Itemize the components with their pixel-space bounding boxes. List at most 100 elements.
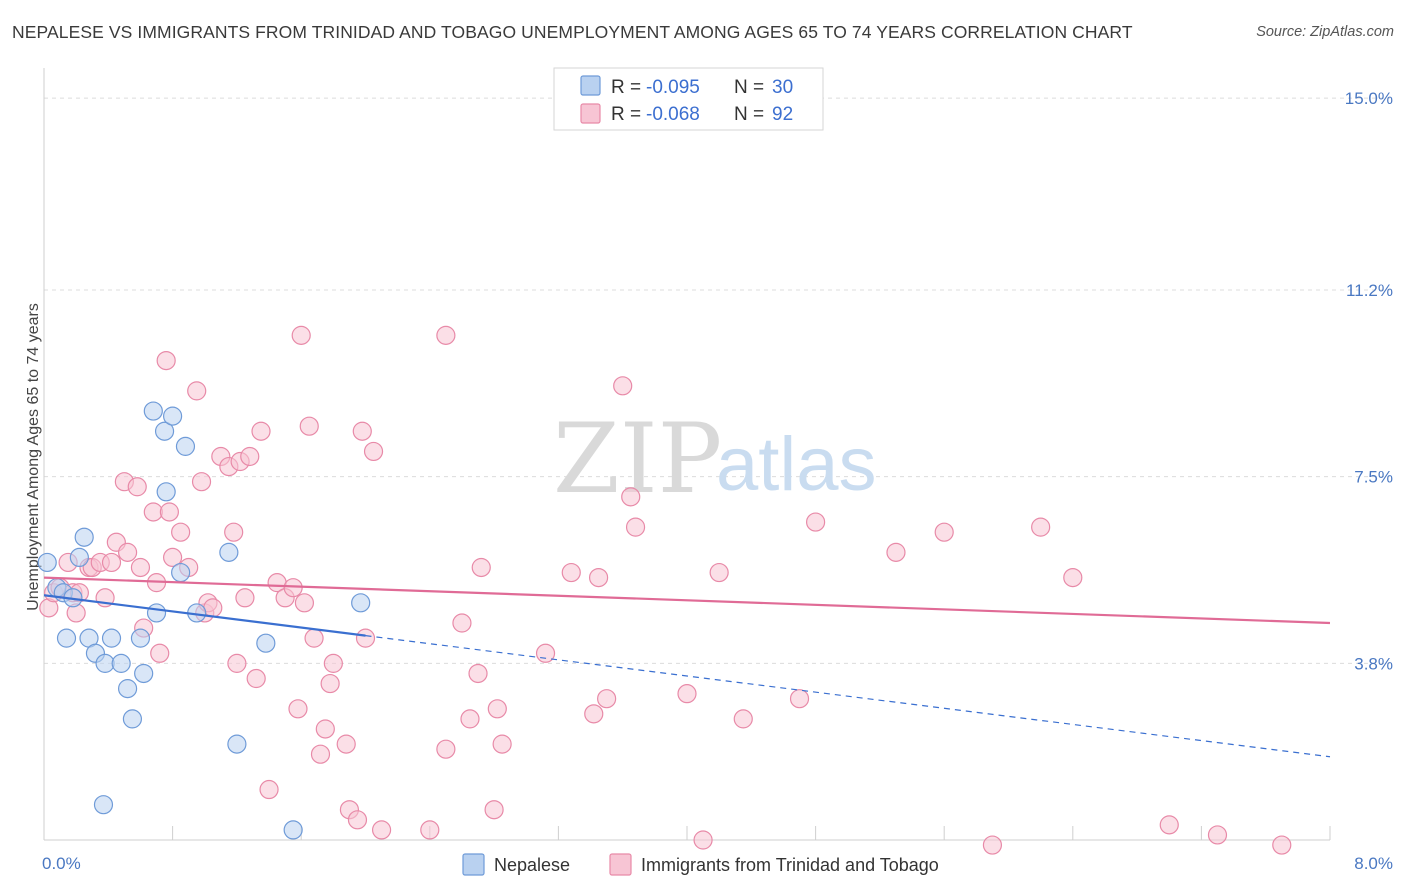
nepalese-point-29	[93, 795, 114, 815]
series-nepalese-points	[37, 401, 371, 840]
trinidad-point-69	[492, 734, 512, 754]
trinidad-point-50	[315, 719, 335, 739]
trinidad-point-47	[299, 416, 319, 436]
trinidad-point-83	[805, 512, 826, 532]
legend-swatch-trinidad-bottom	[609, 853, 632, 876]
trinidad-point-71	[561, 562, 581, 583]
trinidad-point-91	[1272, 835, 1292, 855]
trinidad-point-87	[1031, 517, 1051, 537]
nepalese-point-10	[101, 628, 122, 648]
trinidad-point-60	[420, 820, 440, 840]
nepalese-point-27	[283, 820, 303, 840]
chart-source: Source: ZipAtlas.com	[1256, 24, 1394, 40]
trinidad-point-65	[468, 663, 488, 684]
trinidad-point-22	[159, 502, 179, 522]
watermark: ZIP atlas	[553, 403, 877, 515]
nepalese-point-17	[146, 603, 167, 623]
trinidad-point-33	[224, 522, 244, 542]
nepalese-point-21	[171, 562, 191, 583]
trinidad-point-61	[436, 325, 456, 345]
legend-n-value-1: 92	[772, 104, 793, 125]
trinidad-point-45	[291, 325, 311, 345]
nepalese-point-5	[69, 547, 89, 568]
trinidad-point-84	[886, 542, 906, 562]
nepalese-point-0	[37, 552, 57, 573]
trinidad-point-62	[436, 739, 456, 759]
legend-n-label-0: N =	[734, 77, 764, 98]
nepalese-point-9	[95, 653, 115, 673]
trinidad-point-85	[934, 522, 954, 542]
trinidad-point-18	[143, 502, 163, 522]
legend-label-nepalese: Nepalese	[494, 855, 570, 875]
trinidad-point-82	[789, 689, 810, 709]
y-axis-label: Unemployment Among Ages 65 to 74 years	[25, 303, 42, 611]
trinidad-point-78	[677, 684, 697, 704]
trinidad-point-55	[347, 810, 368, 830]
trinidad-point-58	[363, 441, 384, 462]
trinidad-point-23	[163, 547, 183, 568]
trinidad-point-49	[310, 744, 331, 764]
trinidad-point-27	[191, 472, 212, 492]
nepalese-point-15	[134, 663, 154, 684]
axes	[43, 68, 1331, 841]
trendline-trinidad	[43, 576, 1331, 625]
nepalese-point-19	[156, 482, 176, 502]
trinidad-point-51	[320, 673, 340, 694]
x-tick-label-1: 8.0%	[1354, 854, 1393, 873]
legend-r-value-1: -0.068	[646, 104, 700, 125]
trinidad-point-46	[294, 593, 315, 613]
trinidad-point-24	[171, 522, 191, 542]
legend-swatch-nepalese-bottom	[462, 853, 485, 876]
trinidad-point-63	[452, 613, 472, 633]
trinidad-point-57	[355, 628, 376, 648]
trinidad-point-38	[246, 668, 266, 689]
nepalese-point-13	[122, 709, 143, 729]
nepalese-point-12	[117, 679, 138, 699]
legend-label-trinidad: Immigrants from Trinidad and Tobago	[641, 855, 939, 875]
series-trinidad-points	[39, 325, 1292, 855]
y-tick-label-1: 7.5%	[1354, 468, 1393, 487]
trinidad-point-34	[227, 653, 247, 673]
trinidad-point-66	[471, 557, 491, 578]
trinidad-point-88	[1063, 567, 1083, 588]
trinidad-point-37	[240, 446, 260, 467]
trinidad-point-74	[597, 689, 617, 709]
trinidad-point-11	[101, 552, 122, 573]
trinidad-point-14	[117, 542, 138, 562]
legend-swatch-nepalese	[580, 75, 601, 96]
grid-lines	[44, 97, 1390, 664]
nepalese-point-14	[130, 628, 151, 648]
nepalese-point-11	[111, 653, 131, 673]
x-tick-labels: 0.0% 8.0%	[42, 854, 1393, 873]
trinidad-point-75	[613, 376, 633, 396]
trinidad-point-26	[187, 381, 207, 401]
nepalese-point-26	[256, 633, 276, 653]
nepalese-point-24	[219, 542, 239, 562]
trinidad-point-15	[127, 477, 147, 497]
trinidad-point-80	[709, 562, 729, 583]
x-tick-label-0: 0.0%	[42, 854, 81, 873]
trinidad-point-59	[371, 820, 392, 840]
nepalese-point-20	[163, 406, 183, 426]
legend-r-label-0: R =	[611, 77, 641, 98]
legend-n-value-0: 30	[772, 77, 793, 98]
trendline-nepalese	[43, 594, 366, 637]
nepalese-point-25	[227, 734, 247, 754]
trinidad-point-76	[621, 487, 641, 507]
legend-r-label-1: R =	[611, 104, 641, 125]
watermark-atlas: atlas	[716, 422, 877, 507]
nepalese-point-28	[351, 593, 371, 613]
trinidad-point-77	[625, 517, 646, 537]
trinidad-point-68	[487, 699, 507, 719]
legend-n-label-1: N =	[734, 104, 764, 125]
chart-title: NEPALESE VS IMMIGRANTS FROM TRINIDAD AND…	[12, 22, 1133, 42]
trinidad-point-36	[235, 588, 255, 608]
trinidad-point-79	[693, 830, 713, 850]
y-tick-label-3: 15.0%	[1345, 89, 1393, 108]
nepalese-point-6	[74, 527, 94, 547]
trinidad-point-53	[336, 734, 356, 754]
trinidad-point-89	[1159, 815, 1179, 835]
trinidad-point-73	[588, 567, 609, 588]
trinidad-point-67	[484, 800, 504, 820]
trendline-nepalese-extension	[365, 635, 1331, 758]
